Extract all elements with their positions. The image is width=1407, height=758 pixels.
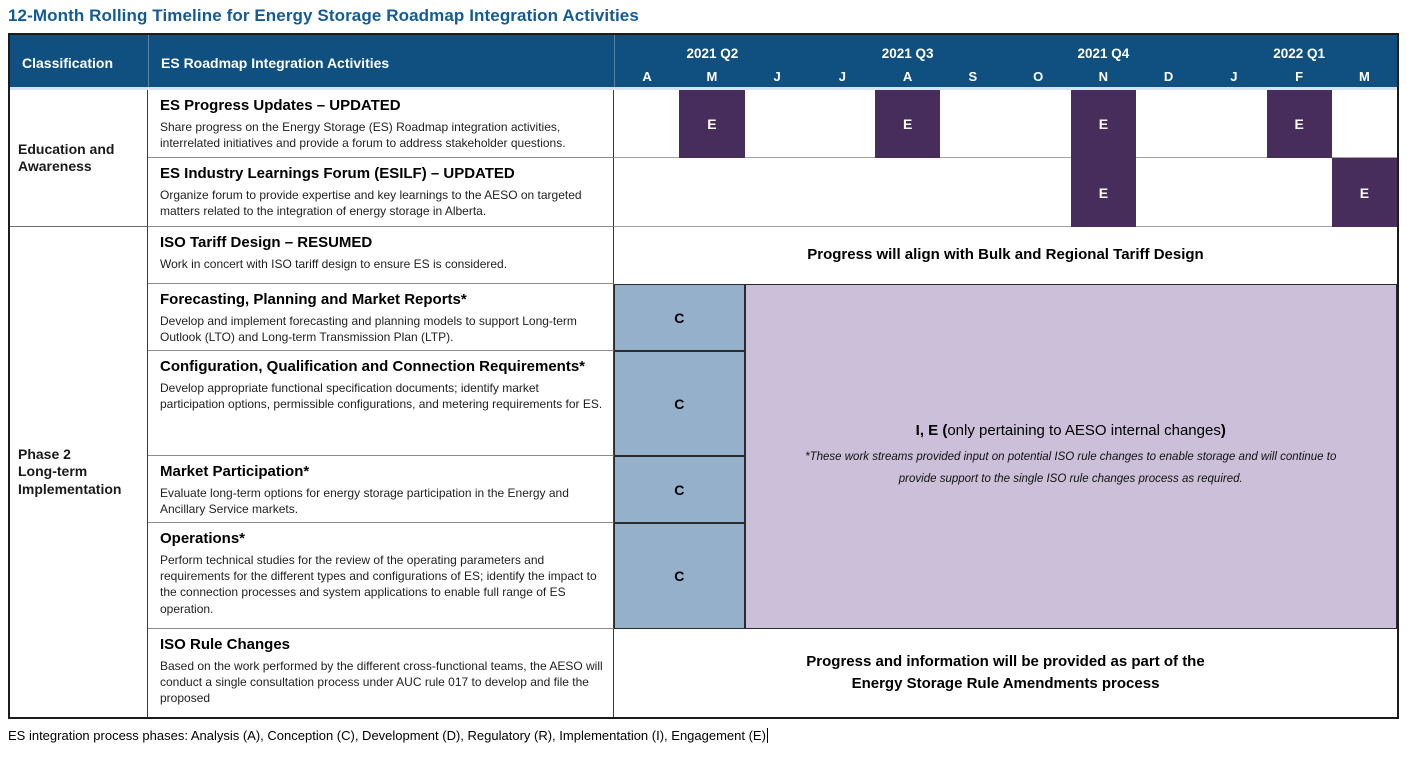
month-header: J [1230, 68, 1238, 84]
activity-title: ISO Tariff Design – RESUMED [160, 234, 373, 251]
shared-phase-bold-suffix: ) [1220, 422, 1226, 440]
engagement-cell-nov-2021: E [1070, 90, 1136, 158]
activity-title: Market Participation* [160, 463, 310, 480]
activity-title: ES Progress Updates – UPDATED [160, 97, 401, 114]
month-header: A [902, 68, 913, 84]
conception-cell-configuration: C [614, 351, 745, 456]
quarter-header-2021-q3: 2021 Q3 [881, 46, 934, 61]
activity-description: Evaluate long-term options for energy st… [160, 486, 569, 517]
quarter-header-2021-q2: 2021 Q2 [614, 35, 810, 62]
conception-cell-forecasting: C [614, 284, 745, 351]
shared-phase-bold-prefix: I, E ( [915, 422, 948, 440]
timeline-table: Classification ES Roadmap Integration Ac… [8, 33, 1399, 719]
activity-cell-operations: Operations* Perform technical studies fo… [148, 523, 614, 629]
month-header: S [968, 68, 978, 84]
activity-description: Develop appropriate functional specifica… [160, 381, 603, 412]
page-title: 12-Month Rolling Timeline for Energy Sto… [8, 6, 639, 25]
classification-phase2: Phase 2 Long-term Implementation [10, 227, 148, 717]
engagement-cell-aug-2021: E [875, 90, 941, 158]
shared-phase-footnote: *These work streams provided input on po… [805, 451, 1337, 485]
activity-cell-configuration: Configuration, Qualification and Connect… [148, 351, 614, 456]
tariff-alignment-note: Progress will align with Bulk and Region… [614, 227, 1397, 284]
legend-row: ES integration process phases: Analysis … [8, 728, 1407, 743]
header-classification-cell: Classification [22, 54, 114, 71]
month-header: F [1295, 68, 1304, 84]
activity-title: Forecasting, Planning and Market Reports… [160, 291, 467, 308]
month-header: A [614, 62, 679, 90]
activity-cell-es-progress-updates: ES Progress Updates – UPDATED Share prog… [148, 90, 614, 158]
activity-description: Work in concert with ISO tariff design t… [160, 257, 508, 271]
activity-title: Operations* [160, 530, 246, 547]
legend-text: ES integration process phases: Analysis … [8, 728, 766, 743]
month-header: O [1033, 68, 1044, 84]
activity-cell-iso-tariff-design: ISO Tariff Design – RESUMED Work in conc… [148, 227, 614, 284]
text-caret [766, 728, 768, 743]
shared-phase-mid-text: only pertaining to AESO internal changes [947, 422, 1221, 440]
month-header: N [1098, 68, 1109, 84]
engagement-cell-may-2021: E [679, 90, 745, 158]
activity-cell-forecasting: Forecasting, Planning and Market Reports… [148, 284, 614, 351]
activity-cell-iso-rule-changes: ISO Rule Changes Based on the work perfo… [148, 629, 614, 717]
activity-description: Perform technical studies for the review… [160, 553, 597, 616]
table-header-background [10, 35, 1397, 90]
engagement-cell-feb-2022: E [1266, 90, 1332, 158]
engagement-cell-mar-2022: E [1331, 158, 1397, 227]
month-header: D [1163, 68, 1174, 84]
activity-title: Configuration, Qualification and Connect… [160, 358, 586, 375]
shared-phase-region: I, E (only pertaining to AESO internal c… [744, 284, 1397, 629]
shared-phase-label: I, E (only pertaining to AESO internal c… [916, 422, 1226, 439]
month-header: J [838, 68, 846, 84]
month-header: M [706, 68, 718, 84]
header-activities-cell: ES Roadmap Integration Activities [148, 35, 614, 90]
activity-description: Organize forum to provide expertise and … [160, 188, 582, 219]
quarter-header-2021-q4: 2021 Q4 [1077, 46, 1130, 61]
conception-cell-operations: C [614, 523, 745, 629]
engagement-cell-nov-2021: E [1070, 158, 1136, 227]
timeline-row-separator [614, 158, 1397, 227]
activity-cell-market-participation: Market Participation* Evaluate long-term… [148, 456, 614, 523]
conception-cell-market-participation: C [614, 456, 745, 523]
activity-title: ES Industry Learnings Forum (ESILF) – UP… [160, 165, 515, 182]
activity-description: Develop and implement forecasting and pl… [160, 314, 577, 345]
activity-cell-esilf: ES Industry Learnings Forum (ESILF) – UP… [148, 158, 614, 227]
classification-education-awareness: Education and Awareness [10, 90, 148, 227]
rule-amendments-note: Progress and information will be provide… [614, 629, 1397, 717]
activity-title: ISO Rule Changes [160, 636, 291, 653]
month-header: M [1358, 68, 1370, 84]
quarter-header-2022-q1: 2022 Q1 [1273, 46, 1326, 61]
activity-description: Share progress on the Energy Storage (ES… [160, 120, 566, 151]
timeline-row-separator [614, 90, 1397, 158]
month-header: J [773, 68, 781, 84]
activity-description: Based on the work performed by the diffe… [160, 659, 603, 706]
